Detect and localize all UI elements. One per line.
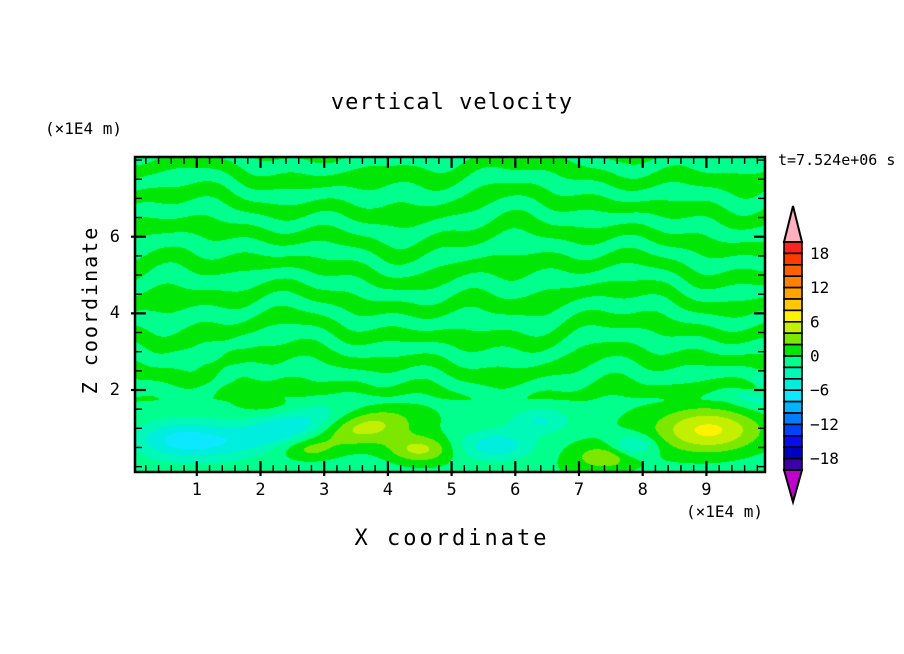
colorbar-cell (783, 355, 803, 369)
x-tick-label: 4 (382, 480, 394, 500)
x-tick-label: 7 (573, 480, 585, 500)
z-tick-label: 2 (109, 379, 120, 400)
x-tick-label: 9 (701, 480, 712, 500)
z-axis-units-label: (×1E4 m) (45, 119, 123, 138)
colorbar-cell (783, 286, 803, 300)
colorbar-cell (783, 343, 803, 357)
colorbar-cell (783, 378, 803, 392)
colorbar-label: 6 (810, 312, 820, 331)
time-annotation: t=7.524e+06 s (778, 151, 896, 169)
z-tick-label: 6 (109, 226, 120, 247)
colorbar-cell (783, 252, 803, 266)
colorbar-label: 12 (810, 278, 829, 297)
colorbar-cell (783, 457, 803, 471)
x-axis-title: X coordinate (354, 526, 550, 551)
x-axis-units-label: (×1E4 m) (686, 502, 764, 521)
colorbar-over-arrow (782, 205, 804, 243)
colorbar-cell (783, 321, 803, 335)
colorbar-cell (783, 298, 803, 312)
colorbar-cell (783, 435, 803, 449)
plot-title: vertical velocity (330, 90, 574, 115)
colorbar-cell (783, 446, 803, 460)
colorbar-label: 0 (810, 347, 820, 366)
colorbar-cell (783, 332, 803, 346)
x-tick-label: 8 (637, 480, 648, 500)
colorbar-cell (783, 309, 803, 323)
colorbar-under-arrow (782, 469, 804, 506)
colorbar-cell (783, 389, 803, 403)
colorbar-label: −18 (810, 449, 839, 468)
colorbar-label: −6 (810, 381, 829, 400)
colorbar-label: 18 (810, 244, 829, 263)
contour-field (135, 157, 765, 472)
colorbar-cell (783, 264, 803, 278)
colorbar-cell (783, 423, 803, 437)
z-tick-label: 4 (109, 303, 120, 324)
colorbar-cell (783, 366, 803, 380)
x-tick-label: 3 (319, 480, 330, 500)
x-tick-label: 2 (255, 480, 266, 500)
plot-frame (133, 155, 767, 474)
x-tick-label: 6 (510, 480, 521, 500)
plot-axes (131, 155, 767, 476)
colorbar-cell (783, 412, 803, 426)
x-tick-label: 1 (191, 480, 202, 500)
colorbar: 18 12 6 0 −6 −12 −18 (782, 205, 839, 506)
colorbar-cell (783, 241, 803, 255)
colorbar-label: −12 (810, 415, 839, 434)
colorbar-cell (783, 275, 803, 289)
x-tick-label: 5 (446, 480, 457, 500)
colorbar-cell (783, 400, 803, 414)
